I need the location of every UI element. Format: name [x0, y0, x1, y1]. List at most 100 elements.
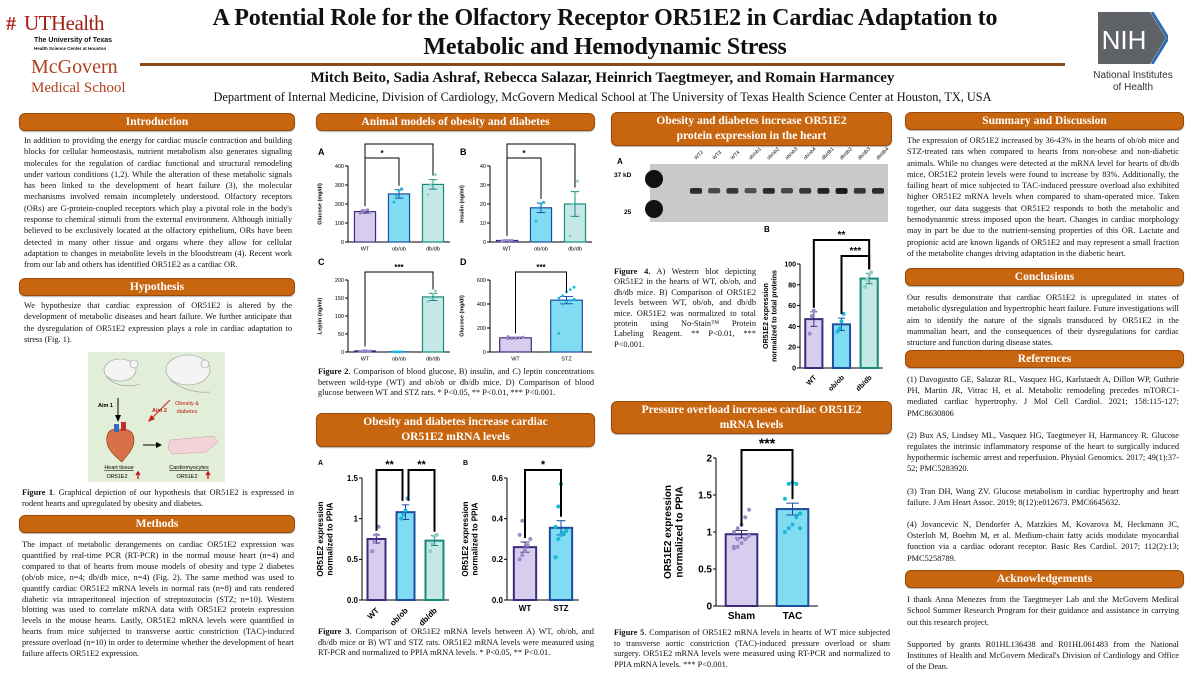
data-point [564, 528, 569, 533]
data-point [400, 350, 403, 354]
y-tick-label: 0 [341, 350, 344, 356]
y-tick-label: 1.5 [347, 474, 359, 483]
mouse-icon [103, 358, 141, 387]
y-tick-label: 80 [788, 282, 796, 289]
methods-text: The impact of metabolic derangements on … [22, 540, 294, 659]
data-point [539, 202, 543, 206]
x-tick-label: Sham [728, 611, 755, 622]
x-tick-label: db/db [855, 374, 873, 392]
conclusions-text: Our results demonstrate that cardiac OR5… [907, 293, 1179, 348]
significance-label: ** [396, 140, 403, 144]
protein-band [817, 188, 830, 194]
data-point [794, 515, 799, 520]
chart-figure-2d: D 0 200 400 600 Glucose (mg/dl) WT STZ *** [460, 257, 592, 363]
data-point [786, 481, 791, 486]
chart-figure-2b: B 0 10 20 30 40 Insulin (ng/ml) WT ob/ob db/db * * [460, 140, 592, 253]
marker-25-label: 25 [624, 209, 632, 216]
x-tick-label: ob/ob [392, 247, 406, 253]
significance-label: *** [849, 246, 861, 257]
data-point [865, 277, 870, 282]
data-point [782, 530, 787, 534]
acknowledgements-text: I thank Anna Menezes from the Taegtmeyer… [907, 594, 1179, 673]
data-point [395, 350, 398, 354]
up-arrow-icon [135, 470, 141, 479]
bar-dbdb [859, 277, 879, 370]
y-tick-label: 40 [480, 164, 486, 170]
data-point [568, 299, 572, 302]
data-point [517, 557, 522, 562]
y-tick-label: 100 [335, 314, 344, 320]
x-tick-label: db/db [426, 357, 440, 363]
data-point [434, 289, 437, 293]
summary-text: The expression of OR51E2 increased by 36… [907, 136, 1179, 258]
y-tick-label: 0.0 [347, 596, 359, 605]
protein-band [726, 188, 739, 194]
y-tick-label: 0.6 [492, 474, 504, 483]
data-point [510, 238, 514, 242]
data-point [542, 200, 545, 204]
data-point [370, 549, 375, 554]
bar-dbdb [421, 296, 445, 353]
x-tick-label: WT [511, 357, 520, 363]
data-point [401, 512, 406, 517]
data-point [506, 335, 510, 338]
data-point [837, 326, 842, 331]
protein-band [690, 188, 702, 194]
y-tick-label: 1 [354, 514, 359, 523]
section-header-hypothesis: Hypothesis [19, 278, 295, 296]
data-point [363, 349, 367, 352]
data-point [520, 553, 525, 558]
data-point [366, 349, 369, 353]
data-point [747, 507, 752, 512]
section-header-protein: Obesity and diabetes increase OR51E2 pro… [611, 112, 892, 146]
data-point [428, 549, 433, 554]
significance-label: *** [394, 263, 404, 272]
data-point [426, 300, 430, 303]
data-point [403, 508, 408, 513]
data-point [517, 336, 521, 339]
lane-label: db/db1 [821, 146, 836, 161]
uthealth-logo-mark: # [6, 13, 16, 35]
nih-name-1: National Institutes [1093, 70, 1173, 81]
y-tick-label: 1 [706, 528, 712, 539]
y-tick-label: 200 [335, 202, 344, 208]
bar-WT [512, 546, 538, 601]
protein-band [781, 188, 793, 194]
y-tick-label: 0 [483, 240, 486, 246]
nih-name-2: of Health [1112, 82, 1154, 93]
panel-label: B [764, 225, 770, 234]
chart-figure-3b: B 0.0 0.2 0.4 0.6 OR51E2 expression normalized… [461, 459, 579, 613]
panel-label: A [318, 147, 325, 157]
lane-label: ob/ob1 [748, 146, 763, 161]
chart-figure-4b: B 0 20 40 60 80 100 OR51E2 expression normalized… [763, 225, 883, 393]
data-point [363, 209, 367, 213]
title-line-1: A Potential Role for the Olfactory Recep… [212, 5, 998, 31]
data-point [863, 284, 868, 289]
protein-band [762, 188, 775, 194]
data-point [743, 515, 748, 520]
bar-STZ [548, 526, 574, 601]
data-point [431, 181, 435, 185]
data-point [731, 544, 736, 549]
y-axis-label: normalized to PPIA [471, 502, 480, 575]
data-point [397, 350, 401, 354]
data-point [429, 183, 432, 187]
significance-bracket [740, 449, 794, 527]
x-tick-label: WT [366, 606, 381, 621]
data-point [557, 296, 561, 300]
title-divider [140, 63, 1065, 66]
acknowledgement-thanks: I thank Anna Menezes from the Taegtmeyer… [907, 595, 1179, 627]
panel-label: B [460, 147, 467, 157]
data-point [366, 208, 369, 212]
ut-subtitle: The University of Texas [34, 37, 113, 44]
y-tick-label: 40 [788, 324, 796, 331]
caption-label: Figure 5 [614, 628, 645, 637]
significance-label: ** [385, 459, 394, 471]
protein-band [853, 188, 866, 194]
data-point [517, 532, 522, 537]
y-tick-label: 150 [335, 296, 344, 302]
y-tick-label: 10 [480, 221, 486, 227]
data-point [510, 337, 514, 341]
data-point [358, 212, 362, 215]
reference-item: (4) Jovancevic N, Dendorfer A, Matzkies … [907, 520, 1179, 563]
